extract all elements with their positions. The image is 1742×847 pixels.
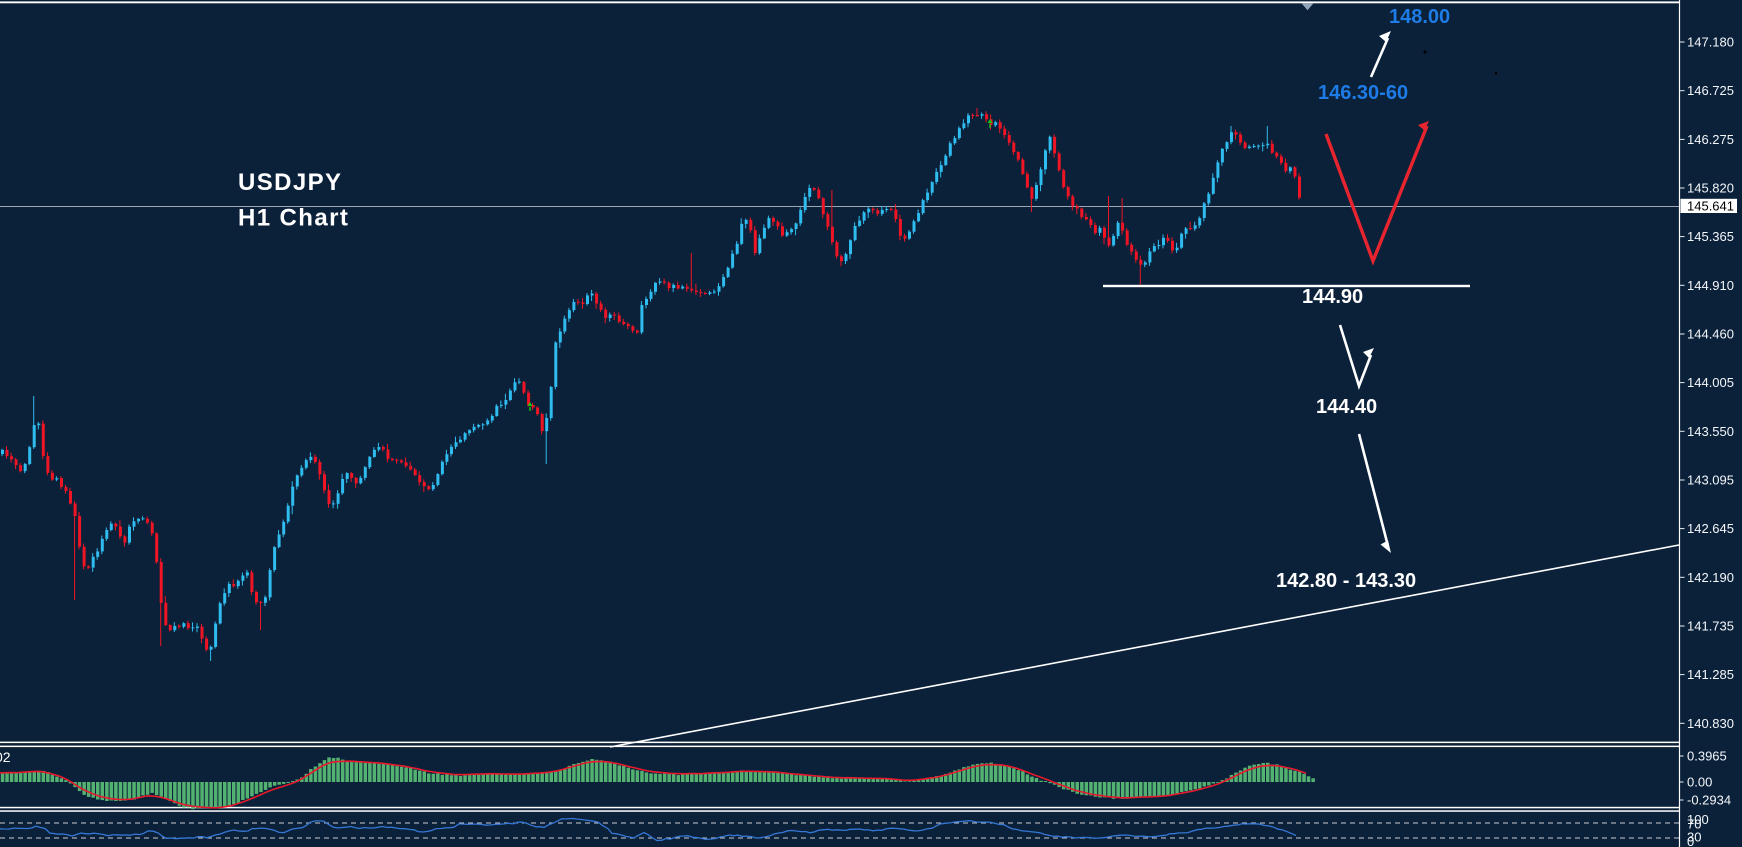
svg-text:145.641: 145.641 <box>1687 198 1734 213</box>
svg-text:0.3965: 0.3965 <box>1687 749 1727 764</box>
svg-text:USDJPY: USDJPY <box>238 169 342 196</box>
svg-text:146.725: 146.725 <box>1687 83 1734 98</box>
svg-text:142.190: 142.190 <box>1687 570 1734 585</box>
svg-text:143.550: 143.550 <box>1687 424 1734 439</box>
svg-text:143.095: 143.095 <box>1687 473 1734 488</box>
svg-text:147.180: 147.180 <box>1687 35 1734 50</box>
svg-text:144.90: 144.90 <box>1302 286 1363 308</box>
svg-text:144.005: 144.005 <box>1687 375 1734 390</box>
svg-text:144.40: 144.40 <box>1316 396 1377 418</box>
svg-text:100: 100 <box>1687 812 1709 827</box>
svg-text:146.30-60: 146.30-60 <box>1318 82 1408 104</box>
svg-text:148.00: 148.00 <box>1389 6 1450 28</box>
svg-text:141.735: 141.735 <box>1687 619 1734 634</box>
svg-text:142.80 - 143.30: 142.80 - 143.30 <box>1276 570 1416 592</box>
svg-text:70: 70 <box>1687 817 1701 832</box>
svg-text:144.910: 144.910 <box>1687 278 1734 293</box>
svg-text:140.830: 140.830 <box>1687 716 1734 731</box>
svg-text:0.00: 0.00 <box>1687 775 1712 790</box>
svg-text:02: 02 <box>0 749 11 765</box>
svg-text:-0.2934: -0.2934 <box>1687 793 1731 808</box>
svg-text:30: 30 <box>1687 830 1701 845</box>
svg-text:H1 Chart: H1 Chart <box>238 205 349 232</box>
svg-text:142.645: 142.645 <box>1687 521 1734 536</box>
svg-text:145.365: 145.365 <box>1687 229 1734 244</box>
svg-text:144.460: 144.460 <box>1687 327 1734 342</box>
svg-text:0: 0 <box>1687 834 1694 847</box>
svg-text:145.820: 145.820 <box>1687 181 1734 196</box>
svg-text:141.285: 141.285 <box>1687 667 1734 682</box>
svg-text:146.275: 146.275 <box>1687 132 1734 147</box>
